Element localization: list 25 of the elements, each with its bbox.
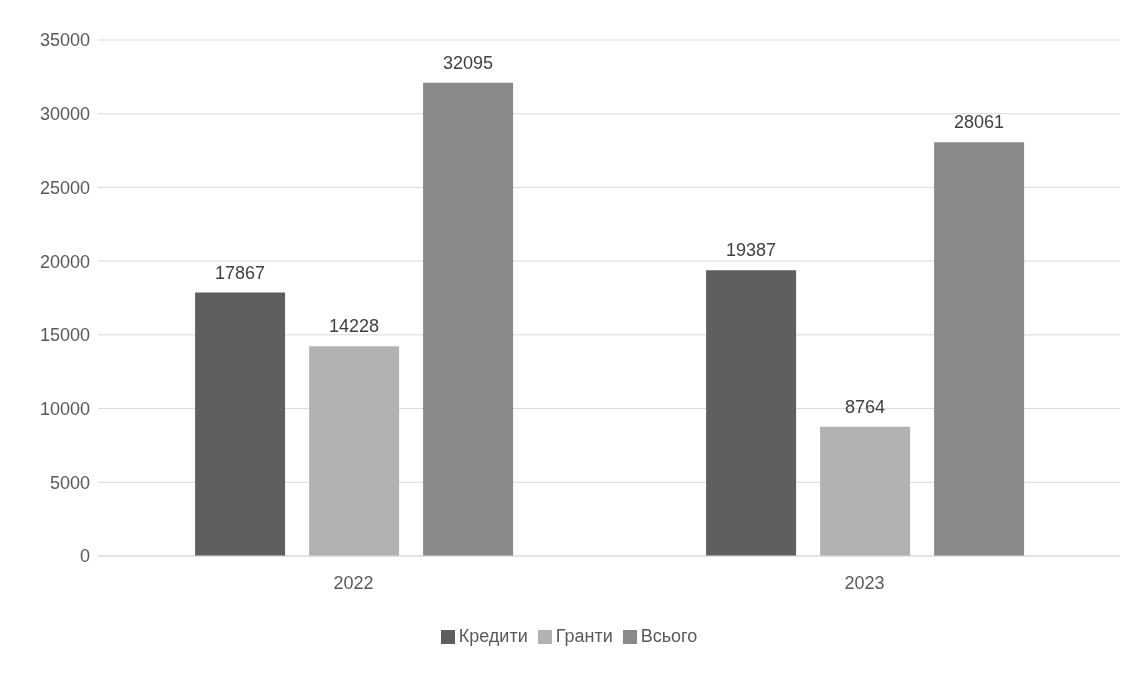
bar — [706, 270, 797, 556]
y-tick-label: 0 — [79, 546, 90, 567]
legend-label: Всього — [640, 626, 698, 646]
y-tick-label: 25000 — [39, 177, 90, 198]
y-tick-label: 30000 — [39, 104, 90, 125]
data-label: 32095 — [443, 52, 494, 73]
y-tick-label: 10000 — [39, 398, 90, 419]
x-tick-label: 2022 — [333, 572, 374, 593]
bar — [934, 142, 1025, 556]
legend-label: Кредити — [458, 626, 528, 646]
bar — [423, 82, 514, 556]
data-label: 8764 — [845, 396, 886, 417]
legend-label: Гранти — [555, 626, 613, 646]
bar — [309, 346, 400, 556]
bar — [195, 292, 286, 556]
y-tick-label: 20000 — [39, 251, 90, 272]
x-tick-label: 2023 — [844, 572, 885, 593]
y-tick-label: 5000 — [49, 472, 90, 493]
y-tick-label: 15000 — [39, 325, 90, 346]
y-tick-label: 35000 — [39, 30, 90, 51]
data-label: 28061 — [954, 112, 1005, 133]
data-label: 14228 — [329, 316, 380, 337]
data-label: 17867 — [215, 262, 266, 283]
data-label: 19387 — [726, 240, 777, 261]
bar — [820, 426, 911, 556]
